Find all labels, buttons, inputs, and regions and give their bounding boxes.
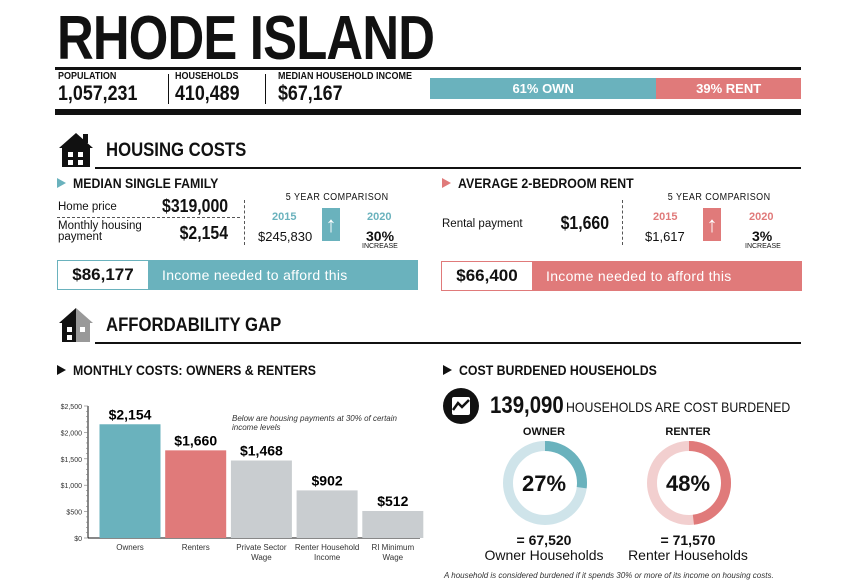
- category-label: Private Sector Wage: [236, 543, 287, 562]
- rent-segment: 39% RENT: [656, 78, 801, 99]
- rental-payment-label: Rental payment: [442, 218, 523, 230]
- comparison-title: 5 YEAR COMPARISON: [667, 192, 771, 203]
- data-label: $1,660: [174, 432, 217, 448]
- rental-payment-value: $1,660: [560, 213, 609, 233]
- top-rule: [55, 67, 801, 70]
- renter-percent: 48%: [665, 471, 711, 496]
- stat-households: HOUSEHOLDS 410,489: [175, 71, 251, 106]
- donut-value-0: [503, 441, 587, 525]
- category-label: Renter Household Income: [295, 543, 359, 562]
- income-needed-value: $66,400: [442, 262, 532, 290]
- bar-1: [165, 450, 227, 538]
- owner-count: = 67,520: [516, 532, 572, 548]
- y-tick-label: $500: [66, 510, 82, 517]
- tenure-bar: 61% OWN 39% RENT: [430, 78, 801, 99]
- income-needed-value: $86,177: [58, 261, 148, 289]
- stat-value: 410,489: [175, 82, 240, 105]
- year-2020: 2020: [749, 211, 774, 223]
- income-needed-bar: $66,400 Income needed to afford this: [441, 261, 802, 291]
- stat-population: POPULATION 1,057,231: [58, 71, 151, 106]
- bar-0: [99, 424, 161, 538]
- renter-label: RENTER: [665, 426, 711, 438]
- change-label: INCREASE: [745, 243, 781, 250]
- page-title: RHODE ISLAND: [57, 4, 435, 73]
- trend-icon: [443, 388, 479, 429]
- single-family-title: MEDIAN SINGLE FAMILY: [73, 175, 219, 191]
- data-label: $902: [312, 472, 343, 488]
- income-needed-bar: $86,177 Income needed to afford this: [57, 260, 418, 290]
- value-2015: $1,617: [645, 229, 685, 244]
- dashed-divider: [57, 217, 240, 218]
- change-label: INCREASE: [362, 243, 398, 250]
- category-label: Owners: [116, 543, 144, 552]
- dashed-divider: [622, 200, 623, 245]
- home-price-label: Home price: [58, 201, 117, 213]
- triangle-icon: [57, 365, 66, 375]
- stat-label: POPULATION: [58, 71, 117, 82]
- value-2015: $245,830: [258, 229, 313, 244]
- stat-label: MEDIAN HOUSEHOLD INCOME: [278, 71, 413, 82]
- divider: [265, 74, 266, 104]
- monthly-value: $2,154: [179, 223, 228, 243]
- change-percent: 30%: [366, 228, 395, 244]
- burdened-count: 139,090: [490, 392, 564, 419]
- footnote: A household is considered burdened if it…: [444, 571, 774, 580]
- comparison-title: 5 YEAR COMPARISON: [285, 192, 389, 203]
- donut-value-1: [647, 441, 731, 525]
- data-label: $512: [377, 493, 408, 509]
- category-label: Renters: [182, 543, 210, 552]
- y-tick-label: $1,500: [61, 457, 83, 464]
- data-label: $1,468: [240, 442, 283, 458]
- year-2015: 2015: [653, 211, 678, 223]
- triangle-icon: [442, 178, 451, 188]
- triangle-icon: [443, 365, 452, 375]
- chart-note: Below are housing payments at 30% of cer…: [232, 414, 397, 432]
- year-2020: 2020: [367, 211, 392, 223]
- owner-percent: 27%: [521, 471, 567, 496]
- dashed-divider: [244, 200, 245, 245]
- income-needed-label: Income needed to afford this: [148, 261, 417, 289]
- category-label: RI Minimum Wage: [371, 543, 414, 562]
- section-rule: [95, 342, 801, 344]
- y-tick-label: $0: [74, 536, 82, 543]
- renter-caption: Renter Households: [628, 547, 748, 563]
- stat-median-income: MEDIAN HOUSEHOLD INCOME $67,167: [278, 71, 427, 106]
- monthly-costs-title: MONTHLY COSTS: OWNERS & RENTERS: [73, 362, 317, 378]
- bar-3: [296, 490, 358, 538]
- house-gap-icon: [57, 305, 95, 348]
- change-percent: 3%: [752, 228, 773, 244]
- affordability-title: AFFORDABILITY GAP: [106, 315, 282, 336]
- own-segment: 61% OWN: [430, 78, 657, 99]
- renter-count: = 71,570: [660, 532, 716, 548]
- y-tick-label: $2,000: [61, 430, 83, 437]
- owner-label: OWNER: [522, 426, 566, 438]
- data-label: $2,154: [109, 406, 152, 422]
- stat-value: $67,167: [278, 82, 343, 105]
- year-2015: 2015: [272, 211, 297, 223]
- divider: [168, 74, 169, 104]
- stat-value: 1,057,231: [58, 82, 138, 105]
- housing-costs-title: HOUSING COSTS: [106, 140, 247, 161]
- bar-4: [362, 510, 424, 538]
- bar-2: [230, 460, 292, 538]
- cost-burdened-donuts: [503, 441, 731, 525]
- home-price-value: $319,000: [161, 196, 228, 216]
- monthly-label: Monthly housing payment: [58, 220, 142, 243]
- y-tick-label: $2,500: [61, 404, 83, 411]
- rent-title: AVERAGE 2-BEDROOM RENT: [458, 175, 634, 191]
- cost-burdened-title: COST BURDENED HOUSEHOLDS: [459, 362, 657, 378]
- section-rule: [95, 167, 801, 169]
- burdened-text: HOUSEHOLDS ARE COST BURDENED: [566, 399, 791, 415]
- triangle-icon: [57, 178, 66, 188]
- y-tick-label: $1,000: [61, 483, 83, 490]
- owner-caption: Owner Households: [484, 547, 604, 563]
- house-icon: [57, 130, 95, 173]
- up-arrow-icon: ↑: [322, 208, 340, 241]
- income-needed-label: Income needed to afford this: [532, 262, 801, 290]
- stat-label: HOUSEHOLDS: [175, 71, 239, 82]
- monthly-costs-bar-chart: $0 $500 $1,000 $1,500 $2,000 $2,500 $2,154 Owne…: [61, 404, 424, 562]
- up-arrow-icon: ↑: [703, 208, 721, 241]
- header-rule: [55, 109, 801, 115]
